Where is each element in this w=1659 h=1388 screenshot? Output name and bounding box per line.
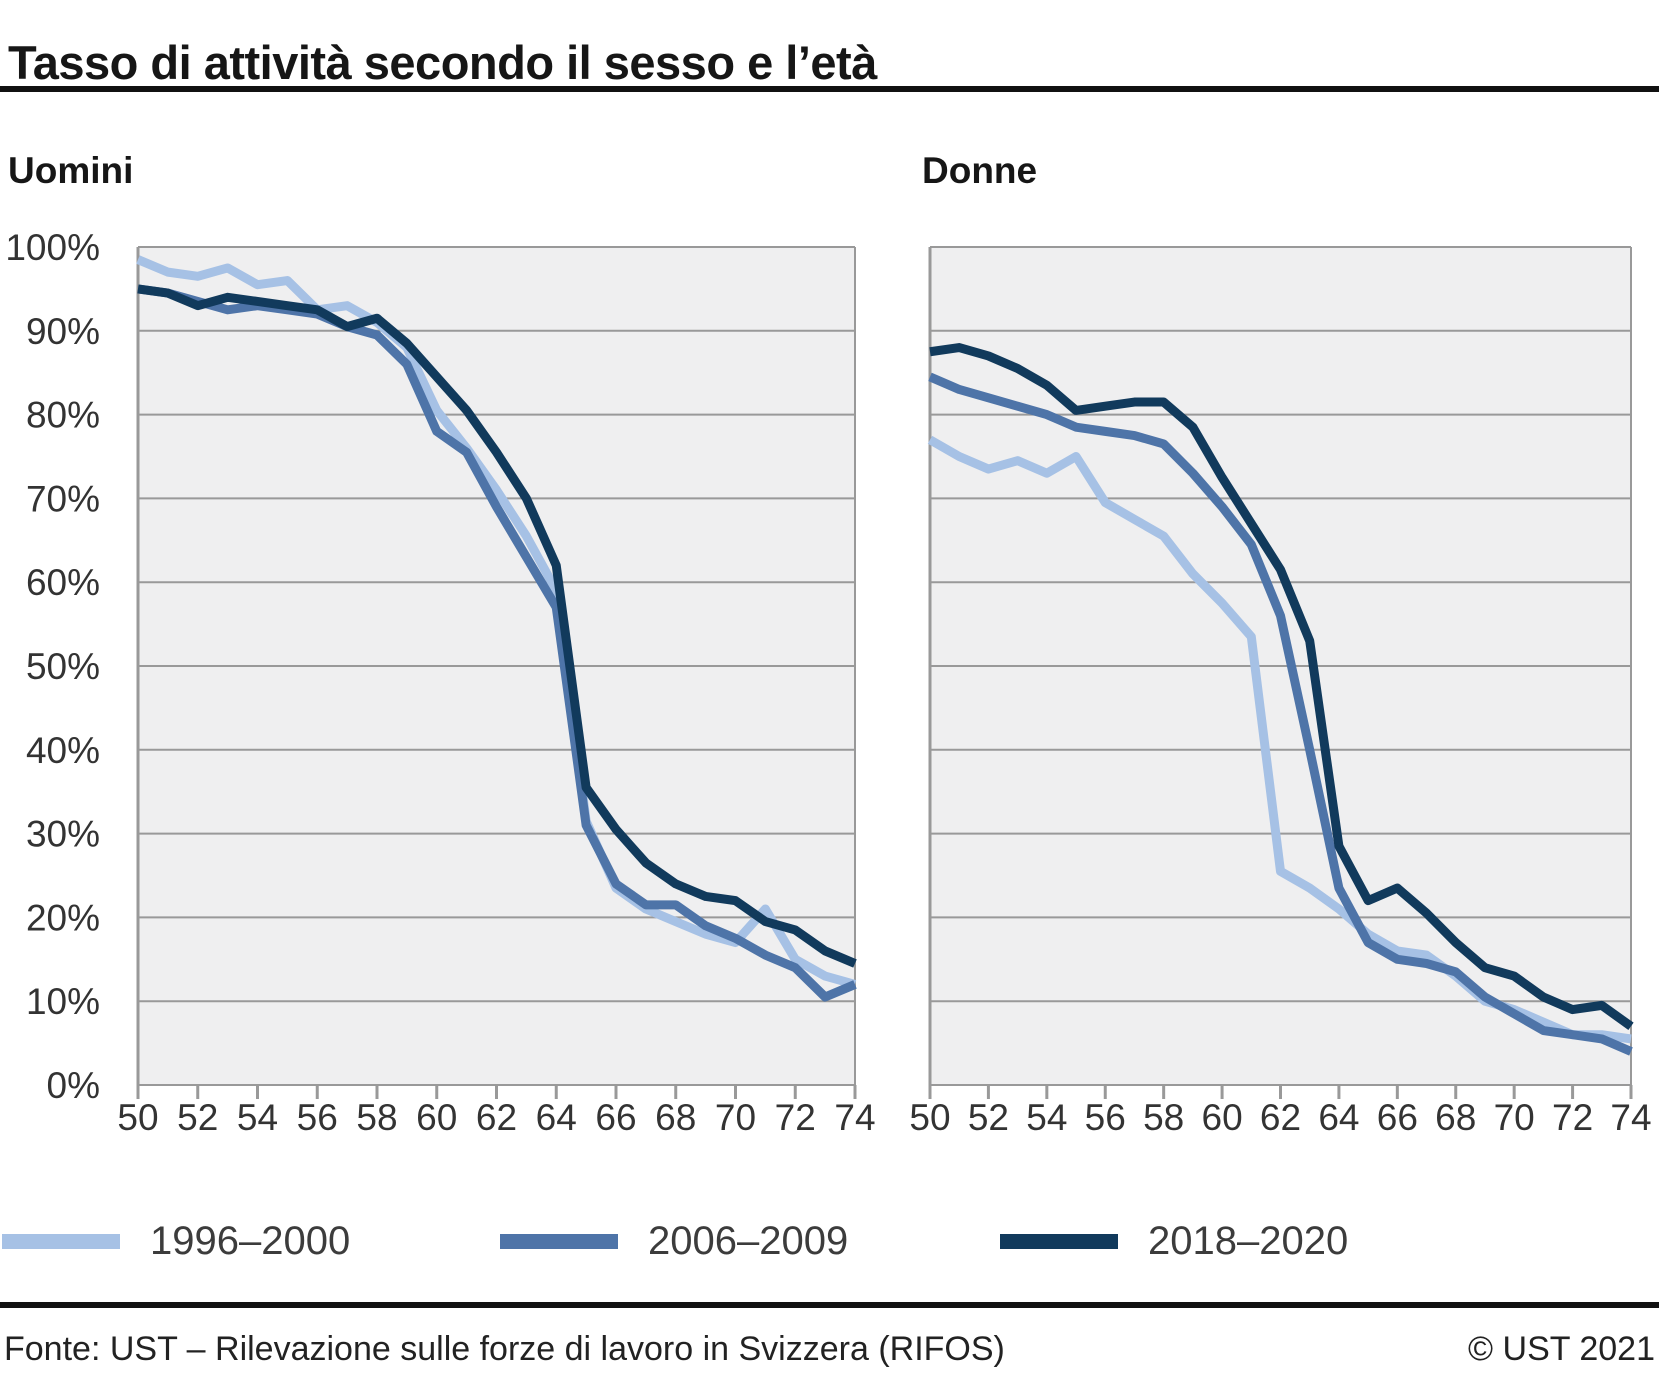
x-tick-label: 56 (297, 1097, 338, 1138)
source-note: Fonte: UST – Rilevazione sulle forze di … (4, 1330, 1005, 1368)
x-tick-label: 68 (655, 1097, 696, 1138)
x-tick-label: 52 (177, 1097, 218, 1138)
x-tick-label: 66 (595, 1097, 636, 1138)
x-tick-label: 74 (834, 1097, 875, 1138)
legend-item: 2006–2009 (500, 1216, 848, 1266)
chart-panel-donne: 50 52 54 56 58 60 62 64 66 68 70 72 74 (909, 246, 1652, 1138)
x-tick-label: 54 (1026, 1097, 1067, 1138)
x-tick-label: 52 (968, 1097, 1009, 1138)
series-line-2018–2020 (929, 343, 1634, 1030)
x-tick-label: 64 (536, 1097, 577, 1138)
x-tick-label: 68 (1435, 1097, 1476, 1138)
copyright-note: © UST 2021 (1468, 1330, 1655, 1368)
footer: Fonte: UST – Rilevazione sulle forze di … (0, 1330, 1659, 1380)
legend-swatch (500, 1233, 618, 1249)
y-tick-label: 90% (26, 311, 100, 352)
chart-legend: 1996–2000 2006–2009 2018–2020 (0, 1216, 1659, 1266)
x-tick-label: 72 (775, 1097, 816, 1138)
y-tick-label: 30% (26, 814, 100, 855)
y-tick-label: 0% (47, 1065, 100, 1106)
x-tick-label: 60 (416, 1097, 457, 1138)
x-tick-label: 50 (117, 1097, 158, 1138)
x-tick-label: 70 (715, 1097, 756, 1138)
x-tick-label: 72 (1552, 1097, 1593, 1138)
x-tick-label: 70 (1494, 1097, 1535, 1138)
x-tick-label: 58 (356, 1097, 397, 1138)
x-tick-label: 62 (1260, 1097, 1301, 1138)
legend-swatch (1000, 1233, 1118, 1249)
legend-swatch (2, 1233, 120, 1249)
y-tick-label: 10% (26, 981, 100, 1022)
x-tick-label: 60 (1202, 1097, 1243, 1138)
legend-item: 2018–2020 (1000, 1216, 1348, 1266)
x-tick-label: 74 (1610, 1097, 1651, 1138)
series-line-2006–2009 (928, 372, 1633, 1056)
x-tick-label: 56 (1085, 1097, 1126, 1138)
x-tick-label: 66 (1377, 1097, 1418, 1138)
y-tick-label: 20% (26, 897, 100, 938)
activity-rate-charts: 0%10%20%30%40%50%60%70%80%90%100%50 52 54 5… (5, 227, 1652, 1138)
x-tick-label: 58 (1143, 1097, 1184, 1138)
footer-rule (0, 1302, 1659, 1308)
y-tick-label: 70% (26, 478, 100, 519)
chart-panel-uomini: 0% 10% 20% 30% 40% 50% 60% 70% 80% 90% 100% 50 52 54 5… (5, 227, 875, 1138)
x-tick-label: 54 (237, 1097, 278, 1138)
legend-label: 2018–2020 (1148, 1218, 1349, 1263)
y-tick-label: 40% (26, 730, 100, 771)
legend-item: 1996–2000 (2, 1216, 350, 1266)
y-tick-label: 50% (26, 646, 100, 687)
x-tick-label: 50 (909, 1097, 950, 1138)
y-tick-label: 100% (5, 227, 100, 268)
y-tick-label: 80% (26, 395, 100, 436)
page-title: Tasso di attività secondo il sesso e l’e… (8, 36, 877, 90)
panel-label-donne: Donne (922, 150, 1038, 191)
panel-label-uomini: Uomini (8, 150, 134, 191)
x-tick-label: 64 (1318, 1097, 1359, 1138)
x-tick-label: 62 (476, 1097, 517, 1138)
title-rule (0, 86, 1659, 92)
legend-label: 2006–2009 (648, 1218, 849, 1263)
series-line-2018–2020 (137, 284, 857, 968)
y-tick-label: 60% (26, 562, 100, 603)
legend-label: 1996–2000 (150, 1218, 351, 1263)
